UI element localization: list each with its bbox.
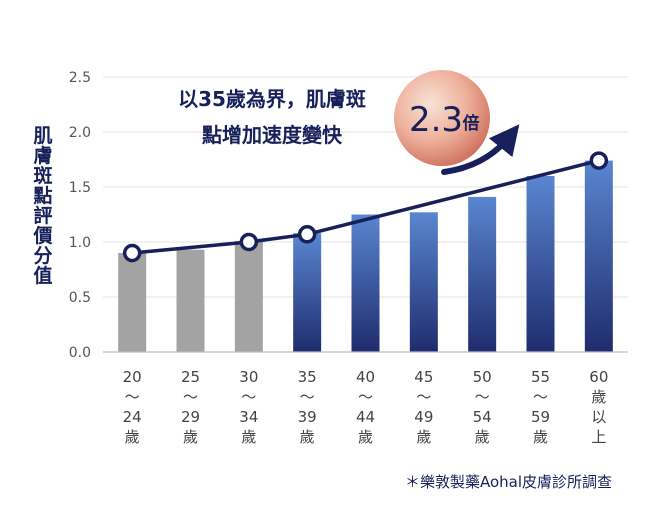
y-tick-label: 2.0 [69,125,91,141]
x-tick-label: 歲 [591,388,606,406]
x-tick-label: 59 [531,408,550,426]
x-tick-label: 39 [298,408,317,426]
x-tick-label: 歲 [533,428,548,446]
x-tick-label: 25 [181,368,200,386]
bars [118,160,613,352]
y-axis-label: 價 [32,224,53,247]
annotation-line-2: 點增加速度變快 [202,123,343,147]
x-tick-label: 29 [181,408,200,426]
bar-7 [526,176,555,352]
y-tick-label: 1.5 [69,180,91,196]
x-tick-label: 40 [356,368,375,386]
x-tick-label: ～ [241,388,256,406]
trend-line-path [132,158,600,255]
x-tick-label: ～ [358,388,373,406]
bar-3 [293,233,322,352]
bar-8 [584,160,613,352]
y-tick-label: 0.5 [69,290,91,306]
y-tick-label: 0.0 [69,345,91,361]
y-axis-label: 分 [33,245,52,267]
x-tick-label: ～ [125,388,140,406]
x-tick-label: 50 [473,368,492,386]
x-tick-label: ～ [300,388,315,406]
x-tick-label: 上 [591,428,606,446]
growth-arrow [441,124,520,175]
y-axis-label: 斑 [33,165,52,187]
x-tick-label: 44 [356,408,375,426]
annotation-line-1: 以35歲為界，肌膚斑 [178,87,366,111]
x-tick-label: 45 [414,368,433,386]
x-tick-label: 歲 [358,428,373,446]
x-tick-label: 35 [298,368,317,386]
trend-point-0 [122,243,142,263]
badge-unit: 倍 [463,113,480,134]
x-tick-label: 34 [239,408,258,426]
x-tick-label: 54 [473,408,492,426]
x-tick-label: 30 [239,368,258,386]
x-tick-label: 歲 [125,428,140,446]
y-axis-label: 膚 [33,144,52,167]
x-tick-label: 歲 [183,428,198,446]
x-tick-label: 歲 [241,428,256,446]
x-tick-label: 60 [589,368,608,386]
x-tick-label: 55 [531,368,550,386]
x-tick-label: ～ [183,388,198,406]
y-axis-label: 值 [33,264,52,287]
trend-point-1 [239,232,259,252]
y-axis-label: 點 [32,184,52,207]
trend-line [122,151,609,263]
x-tick-label: ～ [416,388,431,406]
bar-2 [234,240,263,352]
trend-point-3 [589,151,609,170]
bar-0 [118,253,147,352]
y-tick-label: 1.0 [69,235,91,251]
y-axis-label: 肌 [33,125,52,147]
y-tick-label: 2.5 [69,70,91,86]
bar-1 [176,249,205,352]
x-tick-label: 以 [591,408,606,426]
bar-6 [468,196,497,352]
x-tick-label: 49 [414,408,433,426]
x-tick-label: 24 [123,408,142,426]
x-tick-label: ～ [475,388,490,406]
badge-number: 2.3 [409,100,463,140]
x-tick-label: 歲 [300,428,315,446]
x-tick-label: 歲 [475,428,490,446]
x-tick-label: 20 [123,368,142,386]
x-tick-label: 歲 [416,428,431,446]
x-tick-label: ～ [533,388,548,406]
trend-point-2 [297,225,317,244]
bar-4 [351,214,380,352]
bar-5 [409,212,438,352]
badge-circle [394,70,490,166]
y-axis-label: 評 [33,204,52,227]
footnote: ＊樂敦製藥Aohal皮膚診所調查 [405,473,612,491]
